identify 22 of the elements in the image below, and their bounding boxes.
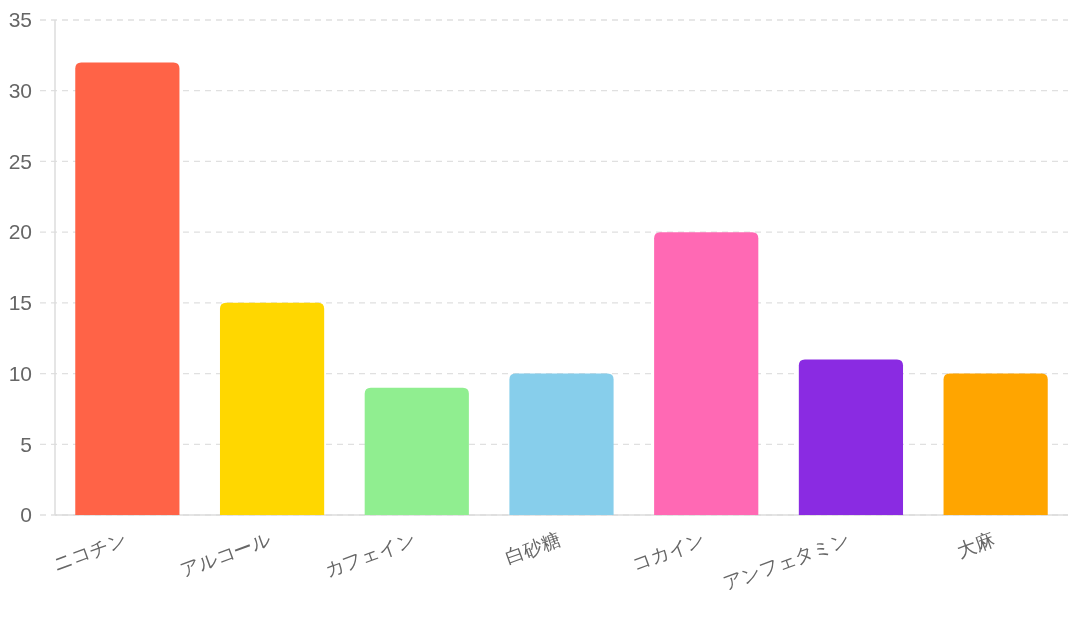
bar — [798, 359, 904, 515]
y-tick-label: 10 — [8, 361, 32, 385]
x-tick-label: カフェイン — [321, 529, 419, 582]
x-tick-label: コカイン — [628, 529, 708, 575]
bar — [219, 302, 325, 515]
bar — [75, 62, 180, 515]
x-tick-label: 大麻 — [954, 529, 998, 562]
y-tick-label: 15 — [8, 291, 32, 315]
y-tick-label: 35 — [8, 8, 32, 32]
x-tick-label: アンフェタミン — [720, 529, 853, 595]
y-tick-label: 5 — [20, 432, 32, 456]
x-tick-label: ニコチン — [50, 529, 129, 575]
bar — [364, 387, 469, 515]
y-tick-label: 20 — [8, 220, 32, 244]
x-tick-label: アルコール — [176, 529, 274, 582]
bar — [509, 373, 614, 515]
y-tick-label: 30 — [8, 79, 32, 103]
bar — [943, 373, 1048, 515]
y-tick-label: 0 — [20, 503, 32, 527]
bar — [654, 232, 759, 515]
x-tick-label: 白砂糖 — [502, 529, 563, 569]
y-tick-label: 25 — [8, 149, 32, 173]
